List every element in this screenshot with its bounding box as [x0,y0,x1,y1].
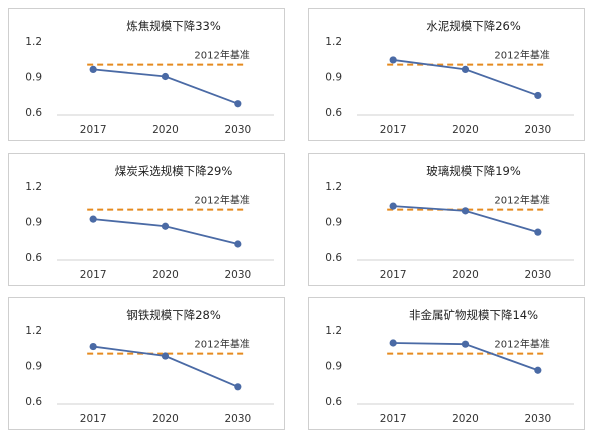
line-chart: 炼焦规模下降33% 0.6 0.9 1.2 2017 2020 2030 2012年基准 [25,19,274,136]
series-line [393,59,539,97]
data-point [161,72,170,81]
data-point [389,202,397,210]
y-tick-label: 1.2 [325,325,342,337]
chart-panel: 煤炭采选规模下降29% 0.6 0.9 1.2 2017 2020 2030 2012年基准 [8,153,285,286]
y-tick-label: 1.2 [325,181,342,193]
x-tick-label: 2017 [380,269,407,281]
x-tick-label: 2020 [452,269,479,281]
x-tick-label: 2017 [80,124,107,136]
x-tick-label: 2030 [524,413,551,425]
y-tick-label: 1.2 [25,325,42,337]
baseline-label: 2012年基准 [494,194,549,207]
chart-title: 炼焦规模下降33% [126,19,221,33]
chart-panel: 炼焦规模下降33% 0.6 0.9 1.2 2017 2020 2030 2012年基准 [8,8,285,141]
x-tick-label: 2030 [224,413,251,425]
y-tick-label: 0.9 [325,361,342,373]
chart-title: 玻璃规模下降19% [426,164,521,178]
x-tick-label: 2030 [524,269,551,281]
y-tick-label: 0.9 [25,217,42,229]
data-point [89,215,97,223]
data-point [234,240,242,248]
baseline-label: 2012年基准 [494,49,549,62]
x-tick-label: 2030 [224,124,251,136]
x-tick-label: 2017 [380,124,407,136]
y-tick-label: 0.6 [325,252,342,264]
data-point [461,65,470,73]
line-chart: 水泥规模下降26% 0.6 0.9 1.2 2017 2020 2030 2012年基准 [325,19,574,136]
data-point [234,100,242,108]
y-tick-label: 0.9 [325,217,342,229]
x-tick-label: 2020 [152,124,179,136]
baseline-label: 2012年基准 [194,338,249,351]
line-chart: 钢铁规模下降28% 0.6 0.9 1.2 2017 2020 2030 2012年基准 [25,308,274,425]
x-tick-label: 2030 [224,269,251,281]
data-point [389,339,397,347]
data-point [461,340,470,348]
x-tick-label: 2020 [452,413,479,425]
y-tick-label: 1.2 [25,36,42,48]
line-chart: 煤炭采选规模下降29% 0.6 0.9 1.2 2017 2020 2030 2012年基准 [25,164,274,281]
y-tick-label: 0.6 [325,396,342,408]
data-point [461,207,470,215]
chart-panel: 水泥规模下降26% 0.6 0.9 1.2 2017 2020 2030 2012年基准 [308,8,585,141]
data-point [161,352,170,360]
chart-panel: 非金属矿物规模下降14% 0.6 0.9 1.2 2017 2020 2030 2012年基准 [308,297,585,430]
data-point [161,222,170,230]
chart-title: 煤炭采选规模下降29% [115,164,233,178]
x-tick-label: 2020 [452,124,479,136]
data-point [534,366,542,374]
chart-title: 水泥规模下降26% [426,19,521,33]
baseline-label: 2012年基准 [194,194,249,207]
y-tick-label: 0.6 [25,252,42,264]
chart-panel: 钢铁规模下降28% 0.6 0.9 1.2 2017 2020 2030 2012年基准 [8,297,285,430]
y-tick-label: 0.9 [25,72,42,84]
x-tick-label: 2020 [152,269,179,281]
x-tick-label: 2017 [80,413,107,425]
y-tick-label: 0.6 [25,396,42,408]
line-chart: 非金属矿物规模下降14% 0.6 0.9 1.2 2017 2020 2030 2012年基准 [325,308,574,425]
chart-title: 非金属矿物规模下降14% [409,308,538,322]
x-tick-label: 2030 [524,124,551,136]
data-point [89,342,97,351]
data-point [534,228,542,236]
x-tick-label: 2020 [152,413,179,425]
y-tick-label: 0.6 [325,107,342,119]
y-tick-label: 1.2 [325,36,342,48]
baseline-label: 2012年基准 [194,49,249,62]
data-point [234,383,242,391]
data-point [534,91,542,100]
baseline-label: 2012年基准 [494,338,549,351]
data-point [89,65,97,73]
chart-panel: 玻璃规模下降19% 0.6 0.9 1.2 2017 2020 2030 2012年基准 [308,153,585,286]
x-tick-label: 2017 [380,413,407,425]
y-tick-label: 0.6 [25,107,42,119]
y-tick-label: 0.9 [325,72,342,84]
chart-title: 钢铁规模下降28% [126,308,221,322]
line-chart: 玻璃规模下降19% 0.6 0.9 1.2 2017 2020 2030 2012年基准 [325,164,574,281]
data-point [389,56,397,64]
y-tick-label: 1.2 [25,181,42,193]
x-tick-label: 2017 [80,269,107,281]
y-tick-label: 0.9 [25,361,42,373]
